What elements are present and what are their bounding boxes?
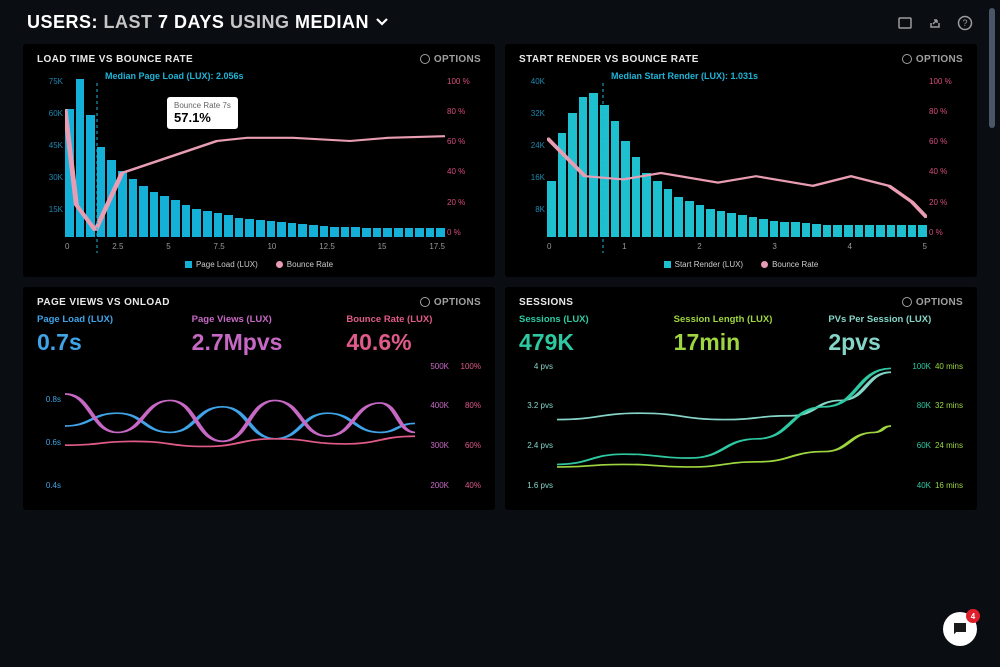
stat-value: 40.6% xyxy=(346,329,481,356)
options-button[interactable]: OPTIONS xyxy=(420,54,481,65)
chat-button[interactable]: 4 xyxy=(943,612,977,646)
legend: Start Render (LUX) Bounce Rate xyxy=(519,260,963,269)
stat-label: Page Load (LUX) xyxy=(37,314,172,325)
stat-value: 17min xyxy=(674,329,809,356)
options-label: OPTIONS xyxy=(434,297,481,308)
chevron-down-icon xyxy=(374,13,390,34)
multi-line-chart: 0.8s0.6s0.4s 500K400K300K200K 100%80%60%… xyxy=(37,362,481,502)
title-range-value: 7 DAYS xyxy=(158,12,224,32)
options-button[interactable]: OPTIONS xyxy=(902,297,963,308)
median-annotation: Median Page Load (LUX): 2.056s xyxy=(97,71,244,81)
page-title-selector[interactable]: USERS: LAST 7 DAYS USING MEDIAN xyxy=(27,12,390,34)
options-label: OPTIONS xyxy=(434,54,481,65)
chart-load-time: 75K60K45K30K15K 100 %80 %60 %40 %20 %0 %… xyxy=(37,71,481,269)
gear-icon xyxy=(420,54,430,64)
title-metric-value: MEDIAN xyxy=(295,12,369,32)
panel-load-time-vs-bounce-rate: LOAD TIME VS BOUNCE RATE OPTIONS 75K60K4… xyxy=(23,44,495,277)
header: USERS: LAST 7 DAYS USING MEDIAN ? xyxy=(5,0,995,44)
stat-label: Bounce Rate (LUX) xyxy=(346,314,481,325)
x-axis: 012345 xyxy=(547,242,927,251)
stat-value: 2pvs xyxy=(828,329,963,356)
stat-label: PVs Per Session (LUX) xyxy=(828,314,963,325)
y-axis-left: 4 pvs3.2 pvs2.4 pvs1.6 pvs xyxy=(519,362,553,490)
y-axis-right: 100 %80 %60 %40 %20 %0 % xyxy=(447,77,481,237)
scrollbar[interactable] xyxy=(989,8,995,128)
panel-page-views-vs-onload: PAGE VIEWS VS ONLOAD OPTIONS Page Load (… xyxy=(23,287,495,510)
tooltip: Bounce Rate 7s 57.1% xyxy=(167,97,238,129)
x-axis: 02.557.51012.51517.5 xyxy=(65,242,445,251)
stat-row: Sessions (LUX) 479K Session Length (LUX) 17… xyxy=(519,314,963,356)
gear-icon xyxy=(902,54,912,64)
y-axis-left: 40K32K24K16K8K xyxy=(519,77,545,237)
legend: Page Load (LUX) Bounce Rate xyxy=(37,260,481,269)
gear-icon xyxy=(902,297,912,307)
multi-line-chart: 4 pvs3.2 pvs2.4 pvs1.6 pvs 100K80K60K40K… xyxy=(519,362,963,502)
stat-row: Page Load (LUX) 0.7s Page Views (LUX) 2.7Mp… xyxy=(37,314,481,356)
stat-value: 0.7s xyxy=(37,329,172,356)
title-range-label: LAST xyxy=(104,12,153,32)
panel-title: SESSIONS xyxy=(519,297,573,308)
y-axis-left: 75K60K45K30K15K xyxy=(37,77,63,237)
bounce-rate-line xyxy=(65,77,445,237)
notification-badge: 4 xyxy=(966,609,980,623)
chat-icon xyxy=(951,620,969,638)
median-annotation: Median Start Render (LUX): 1.031s xyxy=(603,71,758,81)
lines xyxy=(65,362,415,490)
panel-title: PAGE VIEWS VS ONLOAD xyxy=(37,297,170,308)
share-icon[interactable] xyxy=(927,15,943,31)
stat-label: Page Views (LUX) xyxy=(192,314,327,325)
tooltip-value: 57.1% xyxy=(174,110,231,125)
y-axis-right-1: 100K80K60K40K xyxy=(901,362,931,490)
help-icon[interactable]: ? xyxy=(957,15,973,31)
options-label: OPTIONS xyxy=(916,297,963,308)
stat-value: 2.7Mpvs xyxy=(192,329,327,356)
options-label: OPTIONS xyxy=(916,54,963,65)
options-button[interactable]: OPTIONS xyxy=(420,297,481,308)
options-button[interactable]: OPTIONS xyxy=(902,54,963,65)
lines xyxy=(557,362,891,490)
tooltip-label: Bounce Rate 7s xyxy=(174,101,231,110)
stat-label: Sessions (LUX) xyxy=(519,314,654,325)
stat-label: Session Length (LUX) xyxy=(674,314,809,325)
gear-icon xyxy=(420,297,430,307)
y-axis-left: 0.8s0.6s0.4s xyxy=(37,362,61,490)
panel-title: START RENDER VS BOUNCE RATE xyxy=(519,54,699,65)
y-axis-right-2: 100%80%60%40% xyxy=(451,362,481,490)
y-axis-right-2: 40 mins32 mins24 mins16 mins xyxy=(933,362,963,490)
chart-start-render: 40K32K24K16K8K 100 %80 %60 %40 %20 %0 % … xyxy=(519,71,963,269)
y-axis-right: 100 %80 %60 %40 %20 %0 % xyxy=(929,77,963,237)
title-prefix: USERS: xyxy=(27,12,98,32)
panel-sessions: SESSIONS OPTIONS Sessions (LUX)479KSessi… xyxy=(505,287,977,510)
panel-title: LOAD TIME VS BOUNCE RATE xyxy=(37,54,193,65)
stat-value: 479K xyxy=(519,329,654,356)
svg-text:?: ? xyxy=(962,18,967,28)
y-axis-right-1: 500K400K300K200K xyxy=(419,362,449,490)
title-metric-label: USING xyxy=(230,12,290,32)
panel-start-render-vs-bounce-rate: START RENDER VS BOUNCE RATE OPTIONS 40K3… xyxy=(505,44,977,277)
fullscreen-icon[interactable] xyxy=(897,15,913,31)
